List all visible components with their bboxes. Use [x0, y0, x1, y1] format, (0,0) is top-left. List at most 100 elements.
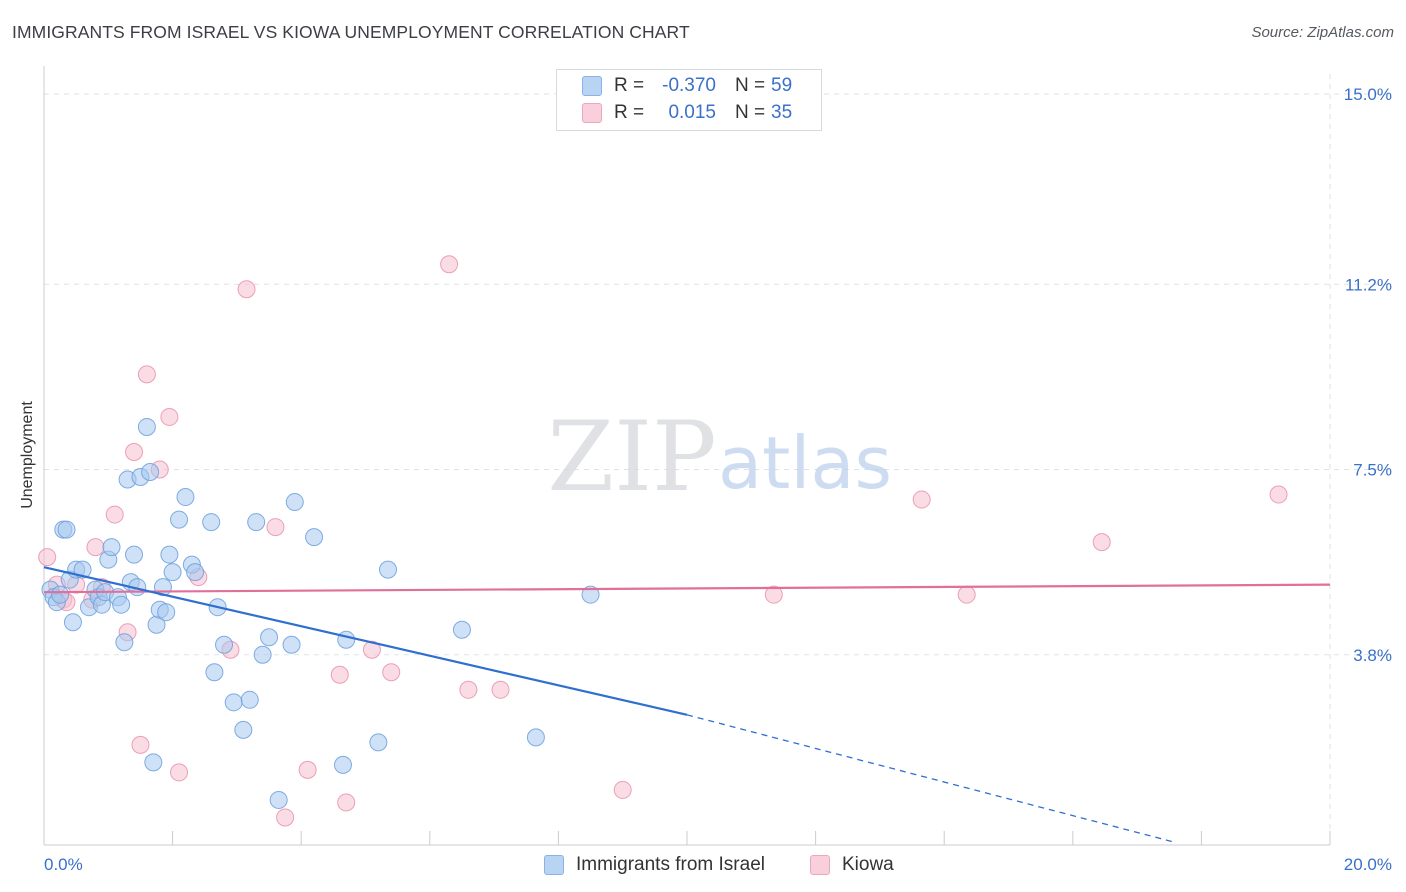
israel-point [176, 488, 195, 507]
kiowa-point [105, 505, 124, 524]
kiowa-point [330, 665, 349, 684]
israel-point [305, 528, 324, 547]
tick-labels: 3.8% 7.5% 11.2% 15.0% 0.0% 20.0% [44, 85, 1392, 874]
legend-r-label: R = [614, 102, 645, 123]
israel-point [526, 728, 545, 747]
israel-point [269, 790, 288, 809]
trend-lines [43, 566, 1331, 844]
kiowa-points [38, 255, 1288, 827]
x-tick-label: 0.0% [44, 855, 83, 874]
israel-point [160, 545, 179, 564]
legend-swatch-pink [582, 103, 602, 123]
source-label: Source: ZipAtlas.com [1251, 24, 1394, 41]
y-tick-label: 7.5% [1353, 461, 1392, 480]
legend-swatch-blue [582, 76, 602, 96]
kiowa-point [131, 735, 150, 754]
legend-n-label: N = [735, 102, 766, 123]
legend-r-label: R = [614, 75, 645, 96]
kiowa-point [1269, 485, 1288, 504]
israel-point [205, 663, 224, 682]
watermark-atlas: atlas [718, 421, 892, 505]
legend-swatch-pink [810, 855, 830, 875]
israel-point [163, 563, 182, 582]
legend-label-kiowa: Kiowa [842, 854, 894, 875]
series-legend: Immigrants from Israel Kiowa [0, 852, 1406, 878]
israel-point [369, 733, 388, 752]
legend-n-value: 35 [771, 102, 793, 123]
israel-point [157, 603, 176, 622]
israel-point [260, 628, 279, 647]
kiowa-point [237, 280, 256, 299]
y-tick-label: 15.0% [1344, 85, 1392, 104]
israel-point [452, 620, 471, 639]
israel-point [234, 720, 253, 739]
israel-point [285, 493, 304, 512]
kiowa-point [491, 680, 510, 699]
watermark: ZIP atlas [547, 401, 892, 513]
legend-r-value: -0.370 [662, 75, 716, 96]
israel-point [581, 585, 600, 604]
kiowa-point [137, 365, 156, 384]
kiowa-point [38, 548, 57, 567]
israel-point [73, 560, 92, 579]
kiowa-point [276, 808, 295, 827]
correlation-legend: R = -0.370 N = 59 R = 0.015 N = 35 [556, 69, 822, 131]
kiowa-point [382, 663, 401, 682]
kiowa-point [440, 255, 459, 274]
israel-points [41, 417, 600, 809]
israel-point [115, 633, 134, 652]
israel-point [141, 463, 160, 482]
legend-n-label: N = [735, 75, 766, 96]
israel-point [282, 635, 301, 654]
axes [43, 66, 1331, 846]
israel-point [63, 613, 82, 632]
legend-row-kiowa: R = 0.015 N = 35 [557, 100, 821, 126]
kiowa-point [459, 680, 478, 699]
chart-title: IMMIGRANTS FROM ISRAEL VS KIOWA UNEMPLOY… [12, 22, 690, 42]
israel-point [215, 635, 234, 654]
kiowa-point [337, 793, 356, 812]
kiowa-point [160, 407, 179, 426]
kiowa-point [912, 490, 931, 509]
israel-point [170, 510, 189, 529]
kiowa-point [613, 780, 632, 799]
kiowa-point [957, 585, 976, 604]
israel-point [253, 645, 272, 664]
x-tick-label: 20.0% [1344, 855, 1392, 874]
kiowa-point [764, 585, 783, 604]
israel-point [202, 513, 221, 532]
legend-item-israel[interactable]: Immigrants from Israel [544, 852, 765, 878]
y-tick-label: 11.2% [1345, 275, 1392, 294]
israel-point [379, 560, 398, 579]
israel-point [125, 545, 144, 564]
legend-n-value: 59 [771, 75, 793, 96]
israel-trend-extension [686, 714, 1176, 844]
legend-r-value: 0.015 [668, 102, 716, 123]
watermark-zip: ZIP [547, 401, 716, 513]
kiowa-point [86, 538, 105, 557]
kiowa-trend-line [43, 583, 1331, 594]
kiowa-point [170, 763, 189, 782]
israel-point [240, 690, 259, 709]
israel-trend-line [43, 566, 688, 716]
kiowa-point [266, 518, 285, 537]
legend-swatch-blue [544, 855, 564, 875]
legend-row-israel: R = -0.370 N = 59 [557, 73, 821, 99]
israel-point [337, 630, 356, 649]
israel-point [186, 563, 205, 582]
legend-item-kiowa[interactable]: Kiowa [810, 852, 894, 878]
legend-label-israel: Immigrants from Israel [576, 854, 765, 875]
kiowa-point [362, 640, 381, 659]
israel-point [224, 693, 243, 712]
israel-point [102, 538, 121, 557]
kiowa-point [298, 760, 317, 779]
y-tick-label: 3.8% [1353, 646, 1392, 665]
israel-point [57, 520, 76, 539]
kiowa-point [125, 442, 144, 461]
israel-point [137, 417, 156, 436]
israel-point [333, 755, 352, 774]
israel-point [247, 513, 266, 532]
kiowa-point [1092, 533, 1111, 552]
israel-point [144, 753, 163, 772]
